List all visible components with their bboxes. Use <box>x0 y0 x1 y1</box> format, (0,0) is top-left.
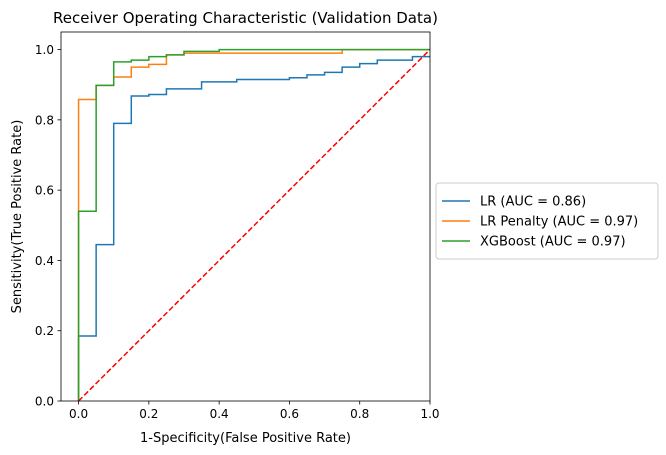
legend-entry-label: XGBoost (AUC = 0.97) <box>480 235 626 250</box>
y-tick-label: 0.4 <box>35 254 54 268</box>
y-tick-label: 1.0 <box>35 43 54 57</box>
legend-entry-label: LR (AUC = 0.86) <box>480 195 586 210</box>
x-tick-label: 0.8 <box>350 407 369 421</box>
chance-diagonal-line <box>78 49 430 401</box>
x-tick-label: 0.2 <box>139 407 158 421</box>
legend: LR (AUC = 0.86) LR Penalty (AUC = 0.97) XG… <box>435 182 659 260</box>
plot-area <box>77 48 430 401</box>
x-axis-label: 1-Specificity(False Positive Rate) <box>140 431 351 446</box>
y-tick-label: 0.2 <box>35 324 54 338</box>
axes: 0.0 0.2 0.4 0.6 0.8 1.0 0.0 0.2 0.4 0.6 0.8 1.0 <box>35 31 440 421</box>
lr-penalty-series-line <box>77 48 430 401</box>
lr-series-line <box>77 55 430 401</box>
y-tick-label: 0.8 <box>35 113 54 127</box>
x-tick-label: 0.4 <box>210 407 229 421</box>
plot-frame <box>60 31 431 402</box>
y-axis-label: Sensitivity(True Positive Rate) <box>10 120 25 314</box>
chart-title: Receiver Operating Characteristic (Valid… <box>53 9 438 27</box>
y-tick-label: 0.6 <box>35 184 54 198</box>
x-tick-label: 0.0 <box>69 407 88 421</box>
xgboost-series-line <box>77 48 430 401</box>
legend-entry-label: LR Penalty (AUC = 0.97) <box>480 215 638 230</box>
y-tick-label: 0.0 <box>35 395 54 409</box>
x-tick-label: 0.6 <box>280 407 299 421</box>
legend-box <box>435 182 659 260</box>
x-tick-label: 1.0 <box>420 407 439 421</box>
